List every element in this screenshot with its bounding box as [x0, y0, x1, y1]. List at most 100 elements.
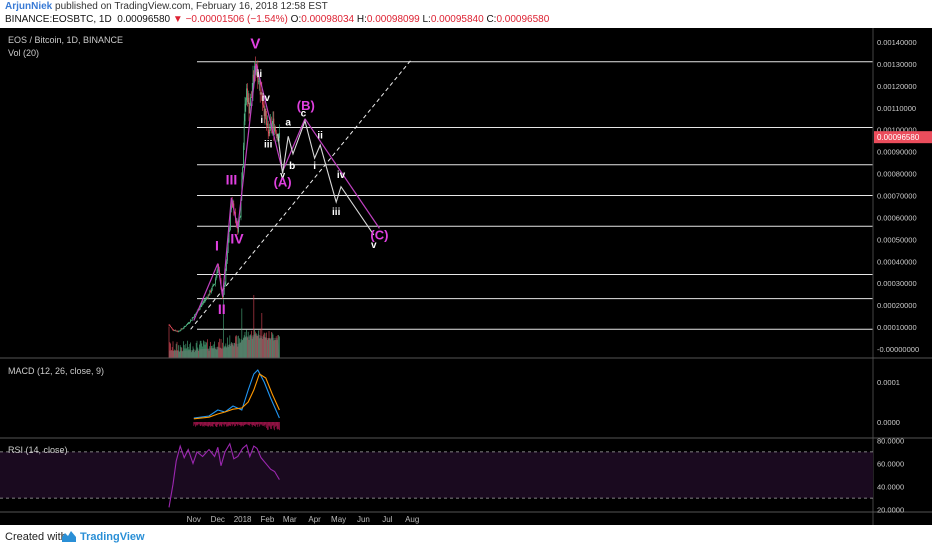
macd-series-line	[193, 369, 280, 419]
macd-histogram-bar	[236, 422, 238, 425]
volume-bar	[203, 341, 205, 358]
macd-histogram-bar	[200, 422, 202, 426]
candle-body	[275, 131, 277, 136]
candle-body	[174, 330, 175, 332]
macd-histogram-bar	[232, 422, 234, 425]
volume-bar	[234, 342, 235, 358]
y-tick-label: 0.00010000	[877, 323, 917, 332]
volume-bar	[179, 351, 180, 358]
macd-histogram-bar	[254, 422, 255, 426]
candle-body	[207, 297, 208, 299]
volume-bar	[184, 348, 186, 358]
volume-bar	[171, 347, 173, 358]
candle-body	[256, 68, 258, 72]
macd-histogram-bar	[263, 422, 265, 426]
tradingview-brand[interactable]: TradingView	[80, 531, 145, 543]
volume-bar	[181, 347, 183, 358]
volume-bar	[251, 330, 252, 358]
volume-bar	[190, 342, 191, 358]
candle-body	[203, 300, 205, 302]
candle-body	[239, 217, 240, 223]
volume-bar	[185, 343, 187, 358]
volume-bar	[227, 347, 229, 358]
macd-histogram-bar	[239, 422, 240, 425]
macd-histogram-bar	[267, 422, 269, 430]
macd-histogram-bar	[211, 422, 213, 427]
candle-body	[176, 330, 178, 332]
down-arrow-icon: ▼	[172, 14, 183, 25]
volume-bar	[264, 333, 266, 358]
macd-histogram-bar	[199, 422, 201, 426]
volume-bar	[195, 350, 196, 358]
wave-label: iv	[337, 170, 346, 181]
candle-body	[179, 330, 181, 332]
volume-bar	[238, 335, 239, 358]
volume-bar	[269, 338, 271, 358]
candle-body	[181, 328, 183, 330]
candle-body	[263, 107, 265, 117]
wave-label: ii	[317, 130, 323, 141]
candle-body	[268, 131, 270, 134]
candle-body	[200, 305, 202, 307]
macd-histogram-bar	[202, 422, 203, 427]
volume-bar	[223, 346, 225, 358]
volume-bar	[267, 338, 269, 358]
volume-bar	[207, 339, 208, 358]
candle-body	[207, 294, 209, 298]
macd-histogram-bar	[246, 422, 247, 425]
wave-label: III	[226, 172, 238, 188]
macd-histogram-bar	[216, 422, 218, 427]
candle-body	[212, 284, 214, 287]
candle-body	[273, 118, 275, 132]
current-price-badge	[874, 131, 932, 144]
macd-histogram-bar	[203, 422, 204, 427]
macd-histogram-bar	[255, 422, 257, 425]
volume-bar	[183, 341, 184, 358]
volume-bar	[177, 350, 179, 358]
macd-histogram-bar	[274, 422, 275, 431]
candle-body	[192, 317, 194, 319]
candle-body	[183, 326, 185, 328]
candle-body	[172, 329, 174, 330]
macd-histogram-bar	[211, 422, 212, 427]
candle-body	[258, 81, 259, 83]
x-tick-label: Jul	[382, 515, 392, 524]
volume-bar	[225, 343, 227, 358]
candle-body	[223, 294, 224, 298]
macd-histogram-bar	[264, 422, 266, 427]
volume-bar	[271, 332, 272, 358]
wave-label: V	[250, 36, 260, 53]
volume-bar	[197, 347, 199, 358]
x-tick-label: Feb	[261, 515, 275, 524]
elliott-wave-line	[230, 197, 239, 229]
macd-histogram-bar	[256, 422, 258, 425]
macd-histogram-bar	[199, 422, 200, 425]
volume-bar	[219, 338, 220, 358]
macd-histogram-bar	[261, 422, 263, 425]
chart-canvas[interactable]: IIIIIIIVViiiiviiiabc(B)v(A)iiiiviiiv(C) …	[0, 28, 932, 525]
elliott-wave-line	[222, 197, 232, 297]
x-tick-label: Jun	[357, 515, 370, 524]
volume-bar	[199, 344, 200, 358]
volume-bar	[176, 341, 178, 358]
volume-bar	[235, 335, 237, 358]
candle-body	[264, 108, 266, 117]
macd-y-tick-label: 0.0000	[877, 418, 900, 427]
macd-histogram-bar	[215, 422, 216, 426]
volume-bar	[179, 345, 181, 358]
volume-bar	[206, 342, 207, 358]
macd-histogram-bar	[235, 422, 236, 427]
candle-body	[213, 284, 215, 286]
volume-bar	[202, 346, 203, 358]
macd-histogram-bar	[231, 422, 232, 425]
volume-bar	[215, 348, 216, 358]
author-link[interactable]: ArjunNiek	[5, 1, 53, 12]
volume-bar	[200, 340, 202, 358]
candle-body	[260, 92, 262, 95]
candle-body	[243, 121, 245, 146]
macd-histogram-bar	[271, 422, 273, 427]
macd-histogram-bar	[270, 422, 271, 429]
volume-bar	[224, 345, 226, 358]
volume-bar	[203, 340, 204, 358]
